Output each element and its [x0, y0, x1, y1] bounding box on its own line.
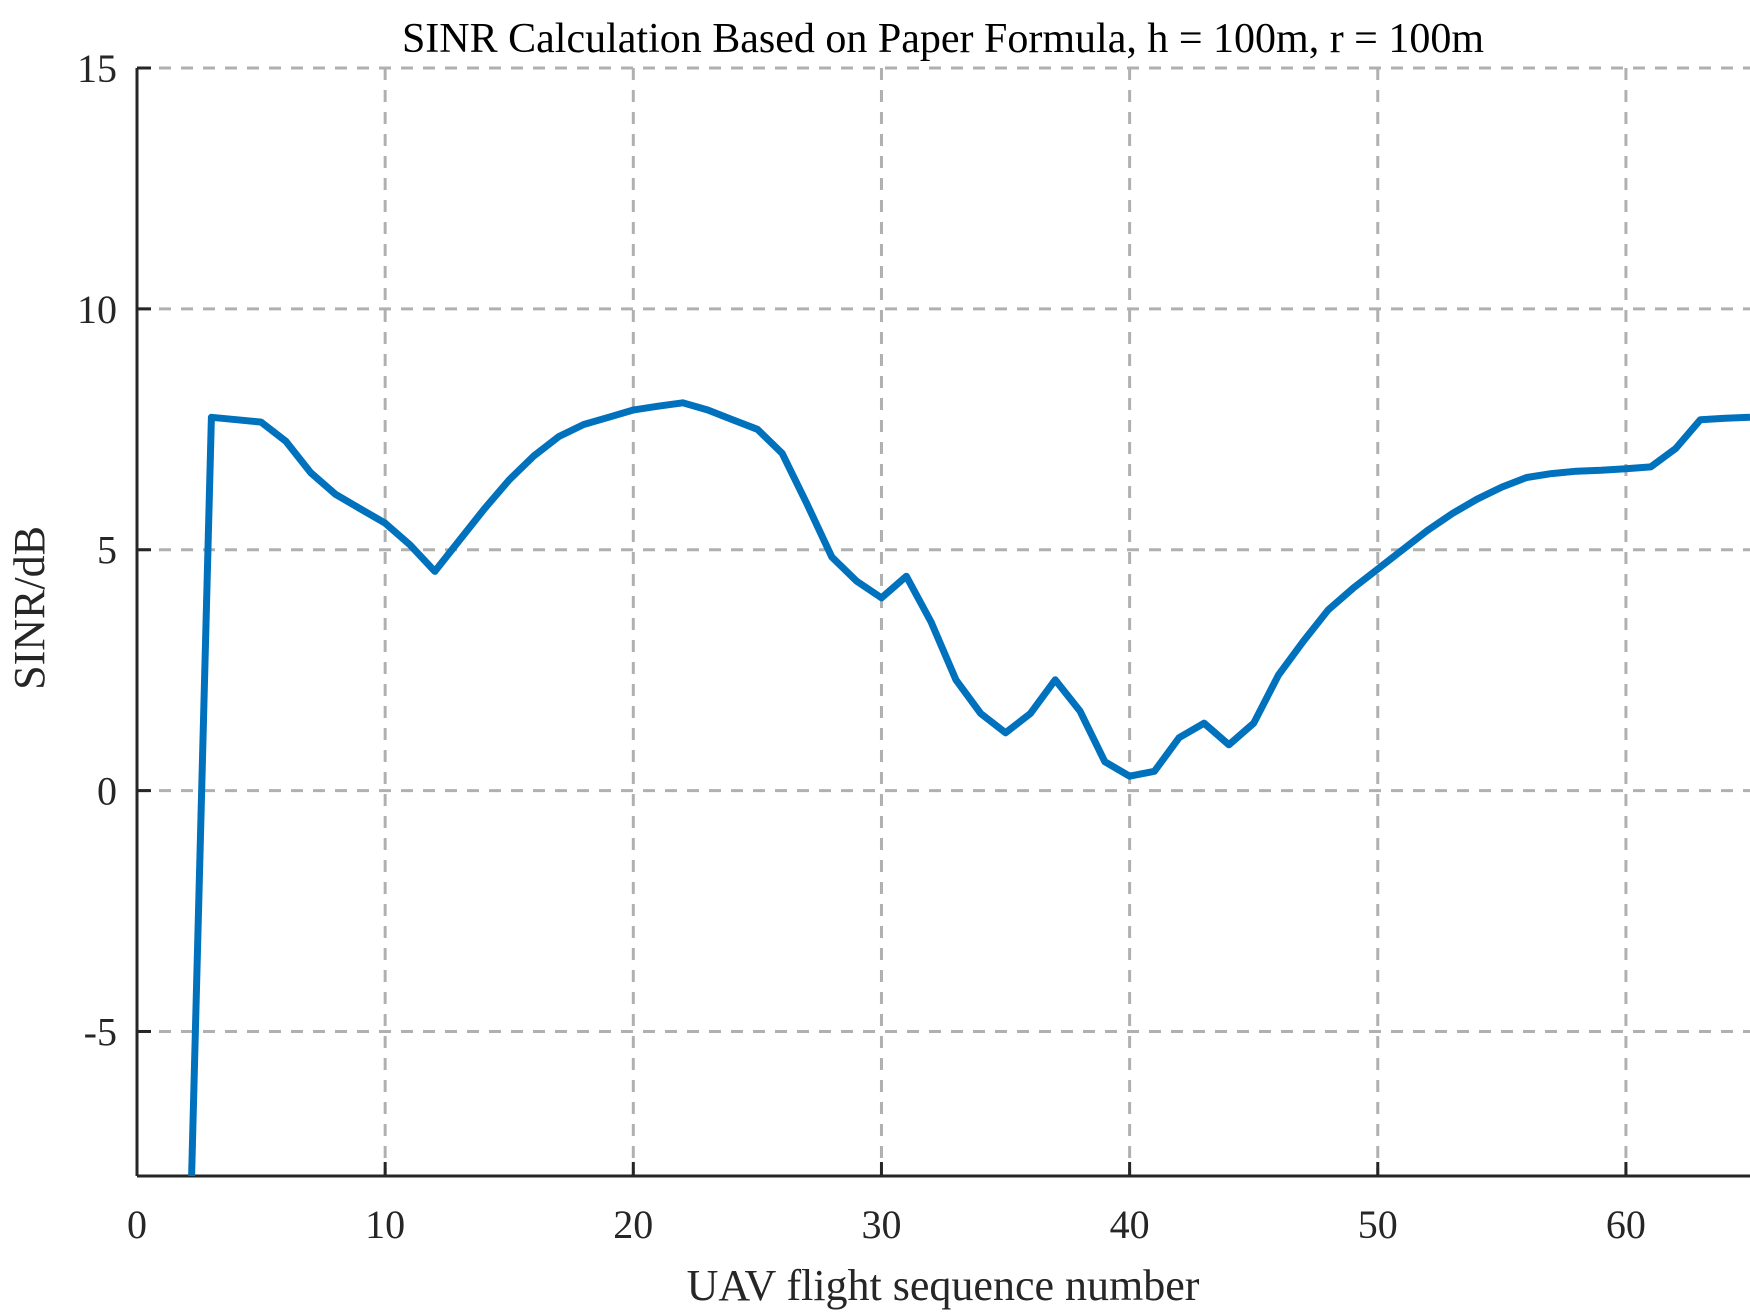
- axes: [135, 66, 1750, 1178]
- x-tick-label: 20: [613, 1202, 653, 1247]
- data-series: [188, 399, 1750, 1177]
- series-line-0: [188, 399, 1750, 1177]
- x-tick-label: 30: [861, 1202, 901, 1247]
- x-tick-label: 0: [127, 1202, 147, 1247]
- tick-labels: 0 10 20 30 40 50 60 -5 0 5 10 15: [77, 46, 1646, 1247]
- y-tick-label: -5: [84, 1009, 117, 1054]
- y-axis-label: SINR/dB: [5, 526, 54, 690]
- x-axis-label: UAV flight sequence number: [687, 1261, 1200, 1310]
- x-tick-label: 40: [1110, 1202, 1150, 1247]
- y-tick-label: 0: [97, 769, 117, 814]
- y-tick-label: 10: [77, 287, 117, 332]
- chart-title: SINR Calculation Based on Paper Formula,…: [402, 16, 1484, 62]
- x-tick-label: 50: [1358, 1202, 1398, 1247]
- y-tick-label: 15: [77, 46, 117, 91]
- x-tick-label: 10: [365, 1202, 405, 1247]
- x-tick-label: 60: [1606, 1202, 1646, 1247]
- grid-lines: [137, 66, 1750, 1176]
- y-tick-label: 5: [97, 528, 117, 573]
